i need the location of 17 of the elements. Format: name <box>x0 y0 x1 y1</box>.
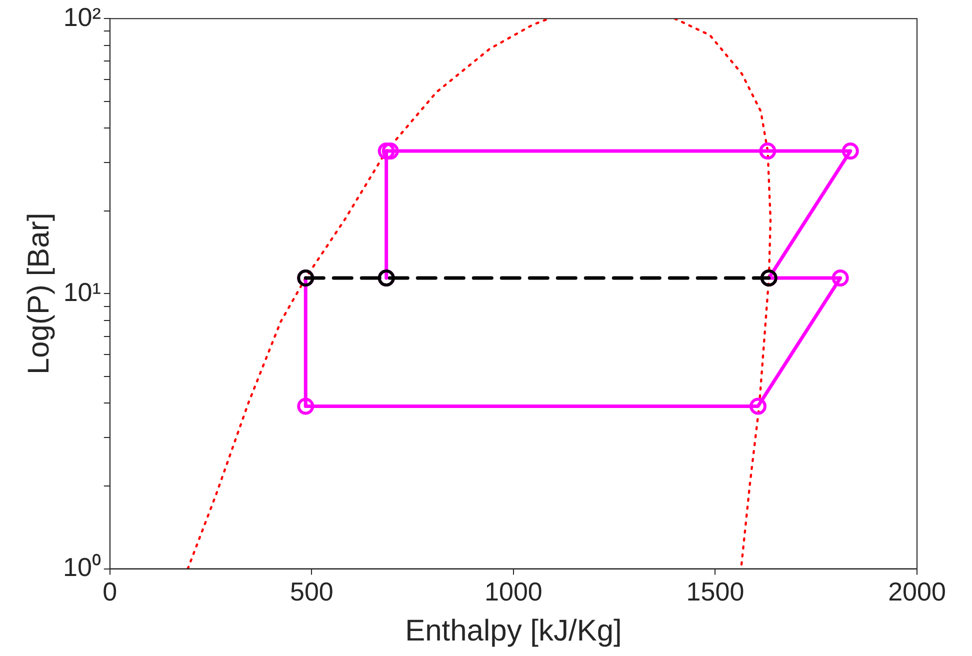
x-tick-label: 0 <box>102 576 118 607</box>
point <box>832 270 849 287</box>
x-tick-label: 2000 <box>888 576 946 607</box>
y-axis-title: Log(P) [Bar] <box>22 212 56 375</box>
x-tick-label: 1000 <box>484 576 542 607</box>
point <box>750 398 767 415</box>
point <box>378 142 395 160</box>
point <box>759 142 776 160</box>
y-tick-label: 10⁰ <box>63 552 101 582</box>
point <box>382 142 399 160</box>
x-tick-label: 1500 <box>686 576 744 607</box>
point <box>297 398 314 415</box>
y-tick-label: 10¹ <box>63 276 102 307</box>
x-axis-title: Enthalpy [kJ/Kg] <box>405 614 622 648</box>
x-tick-label: 500 <box>290 576 334 607</box>
point <box>842 142 859 160</box>
y-tick-label: 10² <box>63 2 102 32</box>
